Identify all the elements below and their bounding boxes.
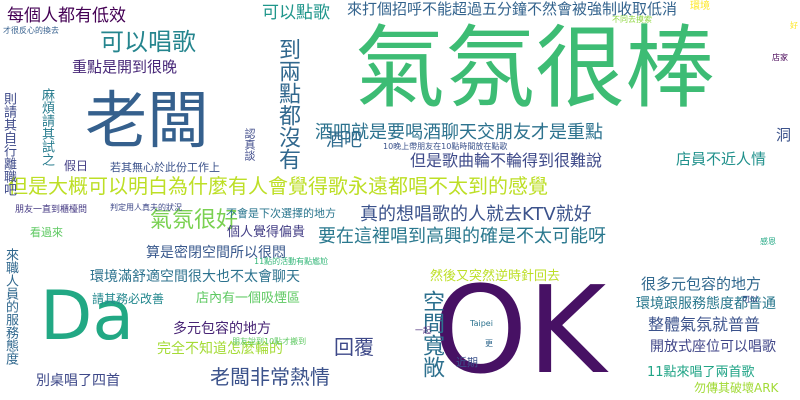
word-cloud-word: 酒吧就是要喝酒聊天交朋友才是重點 bbox=[315, 122, 603, 143]
word-cloud-word: 店員不近人情 bbox=[676, 150, 767, 168]
word-cloud-word: 認真談 bbox=[243, 128, 256, 161]
word-cloud-word: 更 bbox=[485, 339, 493, 348]
word-cloud-word: 11點來唱了兩首歌 bbox=[647, 365, 755, 380]
word-cloud-word: 個人覺得偏貴 bbox=[227, 225, 306, 240]
word-cloud-word: 不同去摸索 bbox=[612, 15, 652, 24]
word-cloud-word: 10晚上帶朋友在10點時間放在點歌 bbox=[383, 142, 508, 151]
word-cloud-word: 老闆非常熱情 bbox=[210, 365, 330, 389]
word-cloud-word: 然後又突然逆時針回去 bbox=[430, 269, 561, 284]
word-cloud-word: 開放式座位可以唱歌 bbox=[650, 339, 776, 355]
word-cloud-word: 要在這裡唱到高興的確是不太可能呀 bbox=[318, 226, 606, 247]
word-cloud-word: 環境跟服務態度都普通 bbox=[636, 296, 776, 312]
word-cloud-word: 整體氣氛就普普 bbox=[648, 315, 761, 334]
word-cloud-word: 來打個招呼不能超過五分鐘不然會被強制收取低消 bbox=[347, 0, 678, 18]
word-cloud-word: 很多元包容的地方 bbox=[641, 275, 762, 293]
word-cloud-word: 空間寬敞 bbox=[419, 290, 444, 378]
word-cloud-word: 感恩 bbox=[760, 237, 776, 246]
word-cloud-word: 請其務必改善 bbox=[92, 292, 165, 306]
word-cloud-word: 洞 bbox=[776, 126, 792, 144]
word-cloud-word: 才很反心的換去 bbox=[3, 26, 59, 35]
word-cloud-word: 但是歌曲輪不輪得到很難說 bbox=[410, 151, 603, 170]
word-cloud-word: 算是密閉空間所以很悶 bbox=[146, 245, 286, 261]
word-cloud-word: 若其無心於此份工作上 bbox=[110, 161, 220, 174]
word-cloud-word: 朋友說到10點才搬到 bbox=[232, 337, 307, 346]
word-cloud-word: 真的想唱歌的人就去KTV就好 bbox=[360, 204, 592, 225]
word-cloud-word: 重點是開到很晚 bbox=[72, 58, 178, 76]
word-cloud-word: 但是大概可以明白為什麼有人會覺得歌永遠都唱不太到的感覺 bbox=[8, 174, 548, 198]
word-cloud-word: 店家 bbox=[772, 53, 788, 62]
word-cloud-word: 酒吧 bbox=[326, 130, 362, 151]
word-cloud-word: 一起 bbox=[415, 326, 431, 335]
word-cloud-word: 麻煩請其試之 bbox=[39, 88, 54, 166]
word-cloud-word: 好 bbox=[790, 21, 798, 30]
word-cloud-word: 11點的活動有點尷尬 bbox=[254, 257, 329, 266]
word-cloud-word: 朋友一直到櫃檯問 bbox=[15, 205, 88, 215]
word-cloud-word: 看過來 bbox=[30, 226, 63, 239]
word-cloud-word: 則請其自行離職吧 bbox=[1, 92, 16, 196]
word-cloud-word: 不會是下次選擇的地方 bbox=[226, 207, 336, 220]
word-cloud-word: 氣氛很棒 bbox=[355, 16, 715, 121]
word-cloud-word: 氣氛很好 bbox=[150, 208, 239, 233]
word-cloud-word: 別桌唱了四首 bbox=[36, 373, 120, 389]
word-cloud-word: 每個人都有低效 bbox=[7, 6, 126, 26]
word-cloud-word: 環境滿舒適空間很大也不太會聊天 bbox=[90, 269, 300, 285]
word-cloud-word: 完全不知道怎麼輪的 bbox=[157, 341, 283, 357]
word-cloud-word: Taipei bbox=[470, 319, 493, 328]
word-cloud-word: 店內有一個吸煙區 bbox=[196, 291, 301, 306]
word-cloud-word: 回覆 bbox=[334, 335, 374, 359]
word-cloud-word: 判定用人真夫的狀況 bbox=[110, 203, 182, 212]
word-cloud-word: 來職人員的服務態度 bbox=[3, 248, 18, 365]
word-cloud-word: 可以 bbox=[742, 295, 758, 304]
word-cloud-word: 可以唱歌 bbox=[100, 28, 196, 56]
word-cloud-word: 多元包容的地方 bbox=[173, 321, 271, 337]
word-cloud-word: 勿傳其破壞ARK bbox=[694, 381, 779, 395]
word-cloud-word: 環境 bbox=[690, 1, 710, 12]
word-cloud-word: 可以點歌 bbox=[262, 3, 330, 23]
word-cloud-word: OK bbox=[433, 262, 607, 400]
word-cloud-word: Da bbox=[40, 277, 135, 356]
word-cloud-word: 假日 bbox=[64, 159, 89, 173]
word-cloud-word: 老闆 bbox=[85, 84, 210, 157]
word-cloud-word: 到兩點都沒有 bbox=[275, 38, 300, 170]
word-cloud-word: 近期 bbox=[456, 356, 478, 369]
